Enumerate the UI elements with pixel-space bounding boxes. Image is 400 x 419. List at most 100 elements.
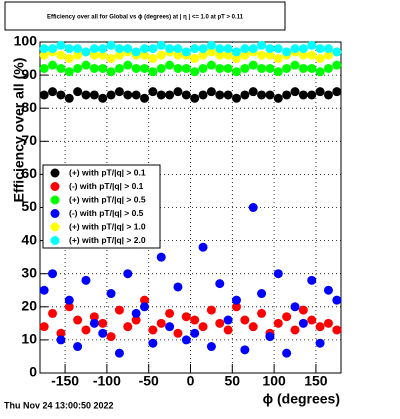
point <box>73 87 83 97</box>
point <box>123 44 133 54</box>
legend-marker <box>50 195 60 205</box>
point <box>206 47 216 57</box>
x-tick-label: 50 <box>225 373 241 389</box>
point <box>206 87 216 97</box>
point <box>298 63 308 73</box>
point <box>198 90 208 100</box>
point <box>106 54 116 64</box>
y-axis-label: Efficiency over all (%) <box>11 58 27 203</box>
x-tick-label: 150 <box>304 373 328 389</box>
point <box>265 90 275 100</box>
point <box>307 90 317 100</box>
point <box>81 275 91 285</box>
point <box>298 50 308 60</box>
plot-border <box>39 41 342 374</box>
point <box>290 302 300 312</box>
point <box>140 93 150 103</box>
point <box>181 335 191 345</box>
point <box>156 40 166 50</box>
point <box>148 54 158 64</box>
point <box>206 342 216 352</box>
footer: Thu Nov 24 13:00:50 2022 <box>4 400 114 410</box>
point <box>240 50 250 60</box>
y-tick-label: 30 <box>21 264 37 280</box>
y-tick-label: 100 <box>14 33 38 49</box>
point <box>106 289 116 299</box>
point <box>173 63 183 73</box>
point <box>123 90 133 100</box>
point <box>123 269 133 279</box>
point <box>323 44 333 54</box>
point <box>190 54 200 64</box>
point <box>64 93 74 103</box>
legend-label: (+) with pT/|q| > 1.0 <box>69 221 146 231</box>
point <box>315 322 325 332</box>
point <box>131 308 141 318</box>
point <box>215 90 225 100</box>
point <box>181 63 191 73</box>
point <box>315 87 325 97</box>
point <box>173 282 183 292</box>
point <box>198 322 208 332</box>
point <box>98 50 108 60</box>
point <box>48 60 58 70</box>
point <box>223 325 233 335</box>
point <box>323 285 333 295</box>
point <box>114 348 124 358</box>
x-tick-label: 100 <box>262 373 286 389</box>
point <box>240 63 250 73</box>
point <box>273 318 283 328</box>
point <box>73 342 83 352</box>
point <box>231 93 241 103</box>
y-tick-label: 40 <box>21 231 37 247</box>
point <box>56 40 66 50</box>
point <box>223 63 233 73</box>
point <box>273 93 283 103</box>
point <box>290 325 300 335</box>
point <box>114 63 124 73</box>
point <box>198 44 208 54</box>
point <box>148 325 158 335</box>
point <box>298 90 308 100</box>
y-tick-label: 80 <box>21 99 37 115</box>
point <box>248 44 258 54</box>
point <box>106 332 116 342</box>
x-axis-label: ϕ (degrees) <box>263 391 340 407</box>
point <box>123 322 133 332</box>
point <box>198 63 208 73</box>
point <box>240 315 250 325</box>
point <box>282 348 292 358</box>
point <box>332 325 342 335</box>
point <box>39 50 49 60</box>
point <box>156 90 166 100</box>
point <box>190 93 200 103</box>
point <box>48 44 58 54</box>
point <box>198 50 208 60</box>
point <box>98 93 108 103</box>
point <box>282 312 292 322</box>
chart-title: Efficiency over all for Global vs ϕ (deg… <box>47 15 244 21</box>
point <box>231 67 241 77</box>
point <box>173 328 183 338</box>
point <box>315 44 325 54</box>
point <box>206 60 216 70</box>
point <box>173 87 183 97</box>
point <box>64 44 74 54</box>
point <box>39 90 49 100</box>
point <box>332 87 342 97</box>
point <box>298 44 308 54</box>
point <box>39 322 49 332</box>
legend-marker <box>50 236 60 245</box>
point <box>98 44 108 54</box>
y-tick-label: 20 <box>21 298 37 314</box>
point <box>307 315 317 325</box>
point <box>282 47 292 57</box>
point <box>56 335 66 345</box>
point <box>257 90 267 100</box>
x-tick-label: -150 <box>51 373 79 389</box>
point <box>106 90 116 100</box>
point <box>215 279 225 289</box>
point <box>148 67 158 77</box>
point <box>332 60 342 70</box>
point <box>273 44 283 54</box>
